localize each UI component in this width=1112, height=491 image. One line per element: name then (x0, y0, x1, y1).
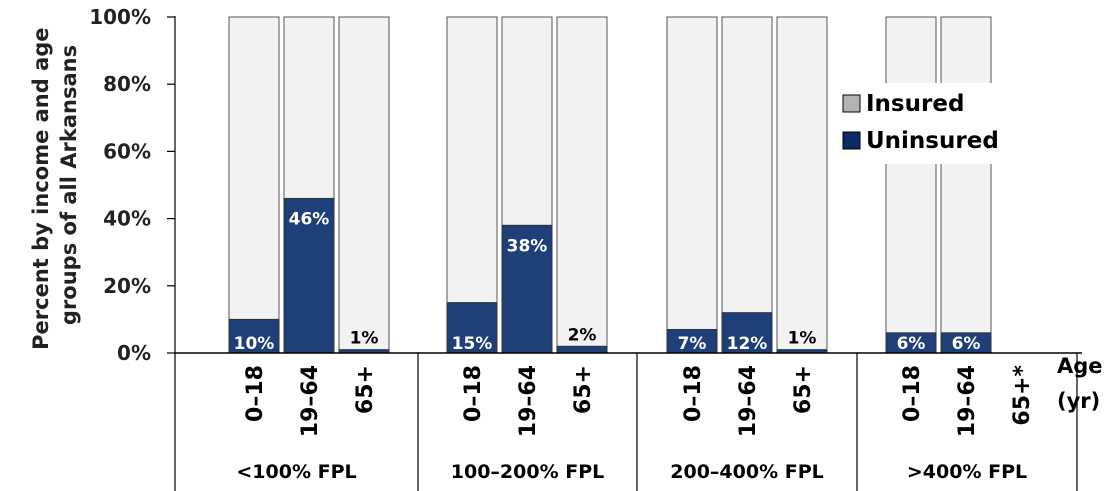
x-tick-label: 19–64 (955, 365, 980, 437)
data-label: 7% (678, 334, 707, 354)
x-tick-label: 0–18 (900, 365, 925, 422)
bar-uninsured (721, 312, 773, 354)
x-tick-label: 19–64 (298, 365, 323, 437)
x-tick-label: 65+ (571, 365, 596, 414)
y-tick-label: 40% (103, 207, 151, 231)
x-axis-title-line-2: (yr) (1057, 389, 1100, 413)
bar: 6% (885, 16, 937, 354)
bar-insured (446, 16, 498, 354)
y-tick-label: 80% (103, 72, 151, 96)
y-tick-label: 100% (89, 5, 151, 29)
data-label: 1% (350, 329, 379, 349)
bar-uninsured (556, 345, 608, 354)
bar-insured (940, 16, 992, 354)
data-label: 6% (897, 334, 926, 354)
bar-insured (885, 16, 937, 354)
bar-insured (721, 16, 773, 354)
bar-insured (556, 16, 608, 354)
legend-label: Insured (866, 91, 964, 117)
group-label: <100% FPL (236, 461, 356, 483)
x-axis-title-line-1: Age (1057, 354, 1103, 378)
x-tick-label: 0–18 (461, 365, 486, 422)
y-axis-title-line-2: groups of all Arkansans (57, 45, 81, 325)
group-label: 200–400% FPL (670, 461, 823, 483)
y-axis-title-line-1: Percent by income and age (29, 27, 53, 349)
legend-label: Uninsured (866, 128, 999, 154)
bar-insured (338, 16, 390, 354)
bar: 38% (501, 16, 553, 354)
y-tick-label: 60% (103, 139, 151, 163)
x-tick-label: 0–18 (681, 365, 706, 422)
y-axis: 0% 20% 40% 60% 80% 100% (89, 5, 176, 365)
data-label: 38% (507, 236, 548, 256)
legend: Insured Uninsured (838, 83, 1034, 164)
data-label: 46% (289, 209, 330, 229)
legend-box (838, 83, 1034, 164)
bars: 10% 46% 1% 15% 38% 2% 7% 12% 1% 6% 6% (228, 16, 992, 354)
bar: 6% (940, 16, 992, 354)
x-tick-label: 0–18 (243, 365, 268, 422)
x-tick-label: 65+ (791, 365, 816, 414)
bar: 7% (666, 16, 718, 354)
y-axis-title: Percent by income and age groups of all … (29, 20, 81, 350)
data-label: 1% (788, 329, 817, 349)
data-label: 6% (952, 334, 981, 354)
bar-insured (666, 16, 718, 354)
bar: 12% (721, 16, 773, 354)
group-label: >400% FPL (907, 461, 1027, 483)
data-label: 15% (452, 334, 493, 354)
y-tick-label: 0% (117, 341, 151, 365)
group-label: 100–200% FPL (451, 461, 604, 483)
bar: 1% (338, 16, 390, 354)
bar: 46% (283, 16, 335, 354)
bar-insured (228, 16, 280, 354)
x-tick-label: 19–64 (516, 365, 541, 437)
legend-swatch (842, 94, 861, 113)
bar: 10% (228, 16, 280, 354)
x-tick-label: 65+ (353, 365, 378, 414)
x-tick-label: 65+* (1010, 365, 1035, 426)
x-axis-title: Age (yr) (1057, 354, 1110, 413)
x-axis: 0–18 19–64 65+ <100% FPL 0–18 19–64 65+ 100–200… (174, 352, 1082, 491)
bar: 15% (446, 16, 498, 354)
bar: 2% (556, 16, 608, 354)
legend-swatch (842, 131, 861, 150)
data-label: 2% (568, 325, 597, 345)
bar: 1% (776, 16, 828, 354)
y-tick-label: 20% (103, 274, 151, 298)
bar-insured (776, 16, 828, 354)
bar-uninsured (283, 197, 335, 354)
x-tick-label: 19–64 (736, 365, 761, 437)
data-label: 10% (234, 334, 275, 354)
data-label: 12% (727, 334, 768, 354)
